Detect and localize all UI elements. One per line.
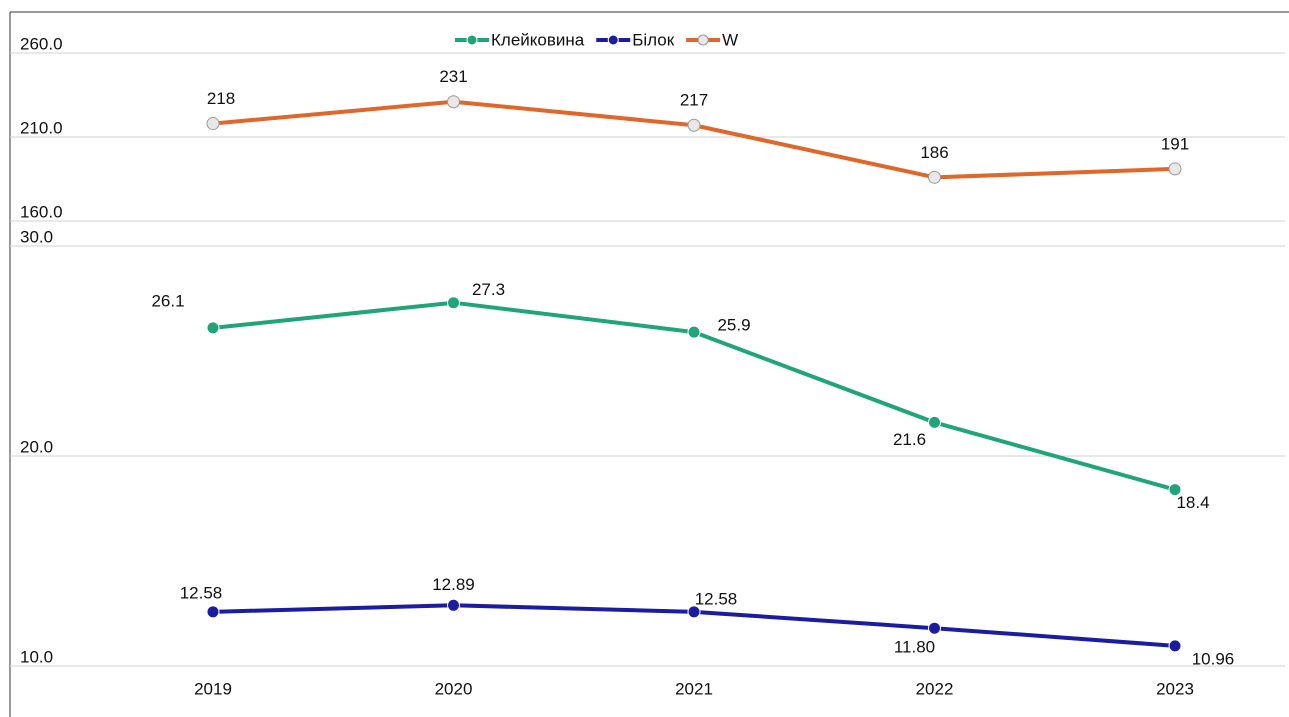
data-label: 12.58: [695, 589, 738, 608]
series-line: [212, 99, 1176, 180]
point: [928, 170, 941, 184]
y-tick-label: 30.0: [20, 227, 53, 246]
x-tick-label: 2019: [194, 679, 232, 698]
y-tick-label: 160.0: [20, 202, 63, 221]
data-label: 218: [207, 89, 235, 108]
data-label: 21.6: [893, 430, 926, 449]
point: [928, 415, 941, 429]
point: [687, 325, 701, 339]
data-label: 186: [920, 143, 948, 162]
point: [1168, 483, 1182, 497]
point: [1168, 162, 1182, 176]
legend-marker: [697, 34, 709, 46]
data-label: 217: [680, 91, 708, 110]
point: [1168, 639, 1182, 653]
y-tick-label: 10.0: [20, 647, 53, 666]
x-tick-label: 2020: [435, 679, 473, 698]
point: [928, 621, 941, 635]
point: [687, 605, 701, 619]
x-tick-label: 2023: [1156, 679, 1194, 698]
x-tick-label: 2021: [675, 679, 713, 698]
data-label: 12.89: [432, 575, 475, 594]
point: [206, 117, 220, 131]
data-label: 231: [439, 67, 467, 86]
legend-label: W: [722, 30, 738, 49]
y-tick-label: 260.0: [20, 34, 63, 53]
data-label: 12.58: [180, 583, 223, 602]
legend-marker: [607, 34, 619, 46]
data-label: 191: [1161, 134, 1189, 153]
point: [206, 321, 220, 335]
point: [447, 296, 460, 310]
point: [447, 598, 460, 612]
data-label: 11.80: [894, 638, 935, 657]
data-label: 25.9: [717, 316, 750, 335]
data-label: 27.3: [472, 280, 505, 299]
point: [447, 95, 460, 109]
legend-label: Білок: [632, 30, 674, 49]
legend-label: Клейковина: [491, 30, 585, 49]
point: [687, 118, 701, 132]
point: [206, 605, 220, 619]
data-label: 10.96: [1192, 649, 1235, 668]
legend-marker: [466, 34, 478, 46]
y-tick-label: 20.0: [20, 437, 53, 456]
x-tick-label: 2022: [916, 679, 954, 698]
y-tick-label: 210.0: [20, 118, 63, 137]
data-label: 18.4: [1176, 493, 1209, 512]
data-label: 26.1: [151, 291, 184, 310]
